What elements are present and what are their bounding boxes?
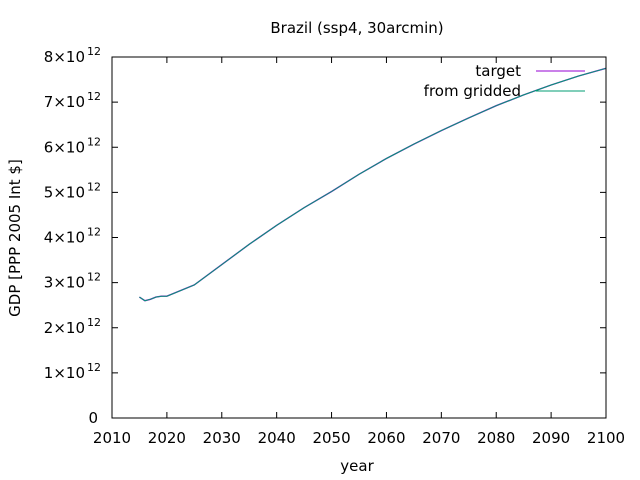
y-tick-mantissa: 8×10 xyxy=(44,48,85,66)
x-axis-label: year xyxy=(340,457,374,475)
x-tick-label: 2100 xyxy=(587,429,625,447)
x-tick-label: 2040 xyxy=(258,429,296,447)
y-tick-exponent: 12 xyxy=(87,135,101,148)
y-tick-exponent: 12 xyxy=(87,180,101,193)
y-tick-exponent: 12 xyxy=(87,316,101,329)
x-tick-label: 2030 xyxy=(203,429,241,447)
y-axis-tick-labels: 01×10 122×10 123×10 124×10 125×10 126×10 127×1… xyxy=(44,45,101,427)
chart-title: Brazil (ssp4, 30arcmin) xyxy=(270,19,443,37)
legend-label: target xyxy=(475,62,521,80)
y-tick-mantissa: 5×10 xyxy=(44,183,85,201)
series-line-from-gridded xyxy=(139,67,607,302)
y-tick-exponent: 12 xyxy=(87,361,101,374)
y-tick-label: 3×10 12 xyxy=(44,271,101,292)
tick-marks xyxy=(111,56,607,419)
y-tick-mantissa: 7×10 xyxy=(44,93,85,111)
y-tick-mantissa: 4×10 xyxy=(44,229,85,247)
y-tick-label: 5×10 12 xyxy=(44,180,101,201)
y-tick-label: 2×10 12 xyxy=(44,316,101,337)
x-tick-label: 2010 xyxy=(93,429,131,447)
y-tick-exponent: 12 xyxy=(87,45,101,58)
y-tick-mantissa: 6×10 xyxy=(44,138,85,156)
x-tick-label: 2090 xyxy=(532,429,570,447)
y-tick-label: 6×10 12 xyxy=(44,135,101,156)
x-axis-tick-labels: 2010 2020 2030 2040 2050 2060 2070 2080 2090 2100 xyxy=(93,429,625,447)
y-axis-label: GDP [PPP 2005 Int $] xyxy=(6,159,24,317)
plot-frame xyxy=(111,56,607,419)
series-line-target xyxy=(139,67,607,302)
x-tick-label: 2050 xyxy=(312,429,350,447)
y-tick-exponent: 12 xyxy=(87,226,101,239)
x-tick-label: 2020 xyxy=(148,429,186,447)
y-tick-mantissa: 1×10 xyxy=(44,364,85,382)
legend: target from gridded xyxy=(424,62,585,100)
y-tick-mantissa: 3×10 xyxy=(44,274,85,292)
x-tick-label: 2060 xyxy=(367,429,405,447)
y-tick-label: 8×10 12 xyxy=(44,45,101,66)
y-tick-label: 0 xyxy=(88,409,98,427)
y-tick-label: 1×10 12 xyxy=(44,361,101,382)
series-lines xyxy=(139,67,607,302)
y-tick-mantissa: 2×10 xyxy=(44,319,85,337)
y-tick-exponent: 12 xyxy=(87,271,101,284)
y-tick-label: 7×10 12 xyxy=(44,90,101,111)
y-tick-label: 4×10 12 xyxy=(44,226,101,247)
y-tick-exponent: 12 xyxy=(87,90,101,103)
x-tick-label: 2070 xyxy=(422,429,460,447)
x-tick-label: 2080 xyxy=(477,429,515,447)
legend-label: from gridded xyxy=(424,82,521,100)
